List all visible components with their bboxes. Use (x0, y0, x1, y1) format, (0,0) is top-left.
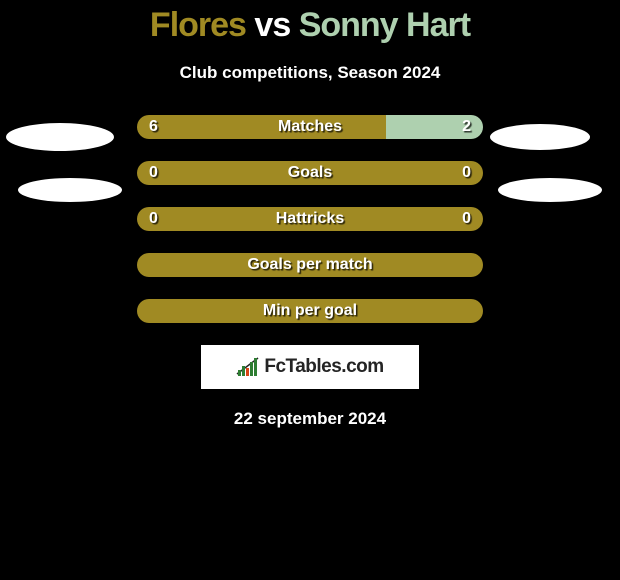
stat-value-right: 0 (462, 207, 471, 231)
stat-row: Hattricks0 0 (137, 207, 483, 231)
comparison-subtitle: Club competitions, Season 2024 (0, 63, 620, 83)
stat-value-left: 0 (149, 161, 158, 185)
title-player2: Sonny Hart (299, 6, 470, 44)
title-player1: Flores (150, 6, 246, 44)
comparison-title: Flores vs Sonny Hart (0, 0, 620, 45)
stat-label: Min per goal (137, 299, 483, 323)
stat-value-right: 0 (462, 161, 471, 185)
stat-label: Goals (137, 161, 483, 185)
stat-value-left: 0 (149, 207, 158, 231)
stat-value-right: 2 (462, 115, 471, 139)
stat-label: Matches (137, 115, 483, 139)
footer-date: 22 september 2024 (0, 409, 620, 429)
stat-value-left: 6 (149, 115, 158, 139)
stat-row: Matches6 2 (137, 115, 483, 139)
decorative-ellipse (6, 123, 114, 151)
stat-row: Goals0 0 (137, 161, 483, 185)
stat-row: Goals per match (137, 253, 483, 277)
decorative-ellipse (18, 178, 122, 202)
stat-label: Hattricks (137, 207, 483, 231)
stat-row: Min per goal (137, 299, 483, 323)
logo-bars-icon (236, 356, 260, 378)
decorative-ellipse (490, 124, 590, 150)
stat-label: Goals per match (137, 253, 483, 277)
title-vs: vs (254, 6, 290, 44)
logo-text: FcTables.com (264, 356, 383, 378)
fctables-logo: FcTables.com (201, 345, 419, 389)
decorative-ellipse (498, 178, 602, 202)
